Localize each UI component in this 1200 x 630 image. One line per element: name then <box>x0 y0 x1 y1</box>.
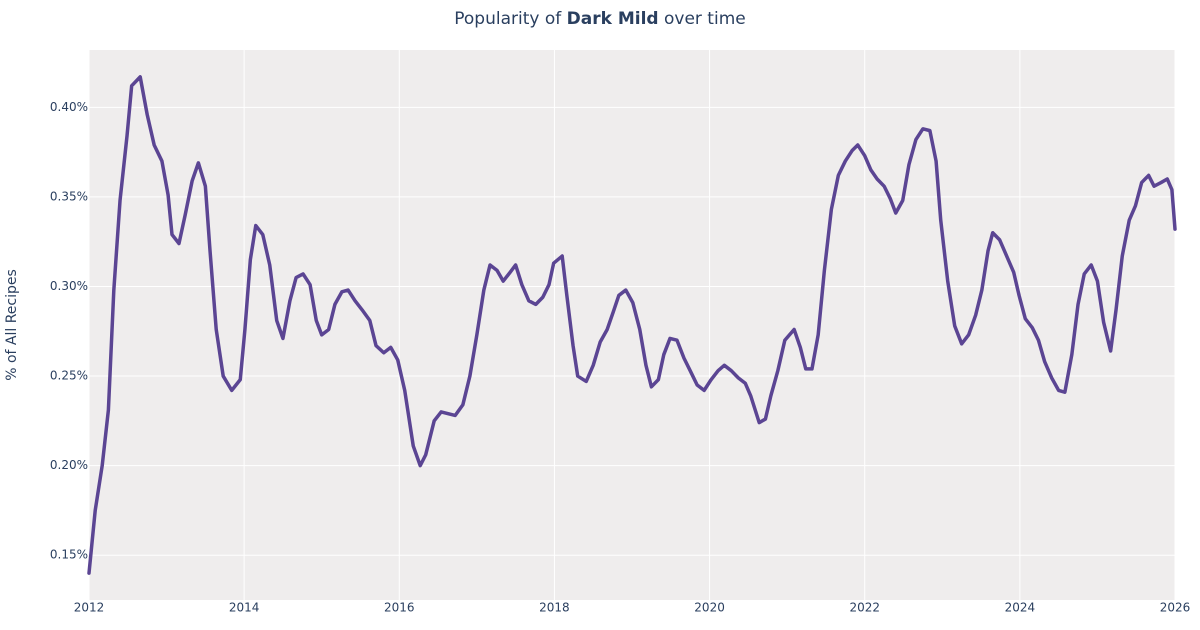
title-part: over time <box>659 9 746 29</box>
y-tick-label: 0.15% <box>50 548 88 562</box>
x-tick-label: 2022 <box>849 601 880 615</box>
title-part: Dark Mild <box>567 9 659 29</box>
x-tick-label: 2016 <box>384 601 415 615</box>
y-axis-title: % of All Recipes <box>4 269 20 381</box>
y-tick-label: 0.40% <box>50 100 88 114</box>
title-part: Popularity of <box>454 9 566 29</box>
x-tick-label: 2026 <box>1160 601 1191 615</box>
x-tick-label: 2012 <box>74 601 105 615</box>
y-tick-label: 0.35% <box>50 189 88 203</box>
x-tick-label: 2020 <box>694 601 725 615</box>
x-tick-label: 2014 <box>229 601 260 615</box>
y-tick-label: 0.30% <box>50 279 88 293</box>
x-tick-label: 2018 <box>539 601 570 615</box>
x-tick-label: 2024 <box>1005 601 1036 615</box>
y-tick-label: 0.25% <box>50 369 88 383</box>
y-tick-label: 0.20% <box>50 458 88 472</box>
chart-title: Popularity of Dark Mild over time <box>454 9 745 29</box>
plot-area <box>89 50 1175 600</box>
data-line <box>87 75 1177 575</box>
